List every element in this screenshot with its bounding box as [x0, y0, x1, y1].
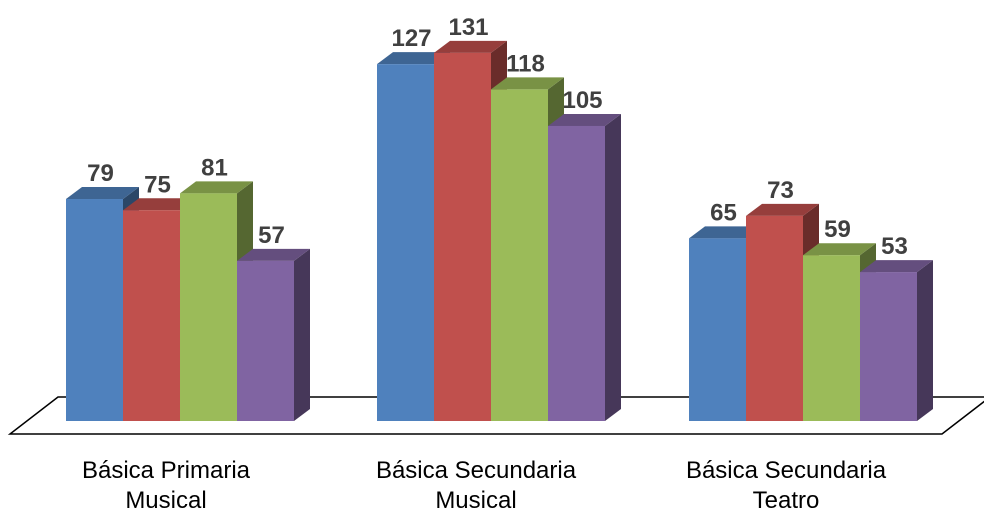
- bar-front: [803, 255, 860, 421]
- bar-front: [180, 193, 237, 421]
- data-label: 105: [562, 87, 602, 114]
- data-label: 118: [506, 50, 545, 77]
- bar-top: [803, 243, 876, 256]
- bar-2-4: [548, 113, 621, 421]
- bar-front: [434, 52, 491, 421]
- bar-front: [66, 199, 123, 421]
- bars-layer: [66, 40, 933, 422]
- data-label: 73: [767, 177, 794, 204]
- category-label: Básica Secundaria: [376, 457, 577, 484]
- bar-top: [491, 77, 564, 90]
- category-label: Básica Secundaria: [686, 457, 887, 484]
- bar-side: [917, 260, 933, 421]
- bar-top: [746, 203, 819, 216]
- category-label: Musical: [435, 487, 516, 509]
- bar-front: [746, 215, 803, 421]
- bar-3-4: [860, 260, 933, 421]
- bar-front: [237, 260, 294, 421]
- bar-top: [237, 248, 310, 261]
- bar-top: [434, 40, 507, 53]
- bar-side: [294, 248, 310, 421]
- data-label: 59: [824, 216, 851, 243]
- bar-top: [180, 181, 253, 194]
- labels-layer: 79 75 81 57 Básica Primaria Musical 127 131 118 1…: [82, 14, 908, 509]
- bar-front: [491, 89, 548, 422]
- data-label: 81: [201, 154, 228, 181]
- bar-front: [123, 210, 180, 421]
- bar-top: [123, 198, 196, 211]
- bar-front: [377, 64, 434, 421]
- data-label: 65: [710, 199, 737, 226]
- bar-top: [548, 113, 621, 126]
- category-label: Musical: [125, 487, 206, 509]
- bar-side: [605, 113, 621, 421]
- data-label: 131: [448, 14, 488, 41]
- data-label: 75: [144, 171, 171, 198]
- category-label: Teatro: [753, 487, 820, 509]
- data-label: 57: [258, 222, 285, 249]
- bar-top: [689, 226, 762, 239]
- bar-1-4: [237, 248, 310, 421]
- bar-front: [689, 238, 746, 421]
- data-label: 127: [391, 25, 431, 52]
- bar-front: [860, 272, 917, 421]
- bar-front: [548, 125, 605, 421]
- bar-top: [377, 52, 450, 65]
- bar-top: [66, 187, 139, 200]
- category-label: Básica Primaria: [82, 457, 251, 484]
- data-label: 53: [881, 233, 908, 260]
- data-label: 79: [87, 160, 114, 187]
- bar-top: [860, 260, 933, 273]
